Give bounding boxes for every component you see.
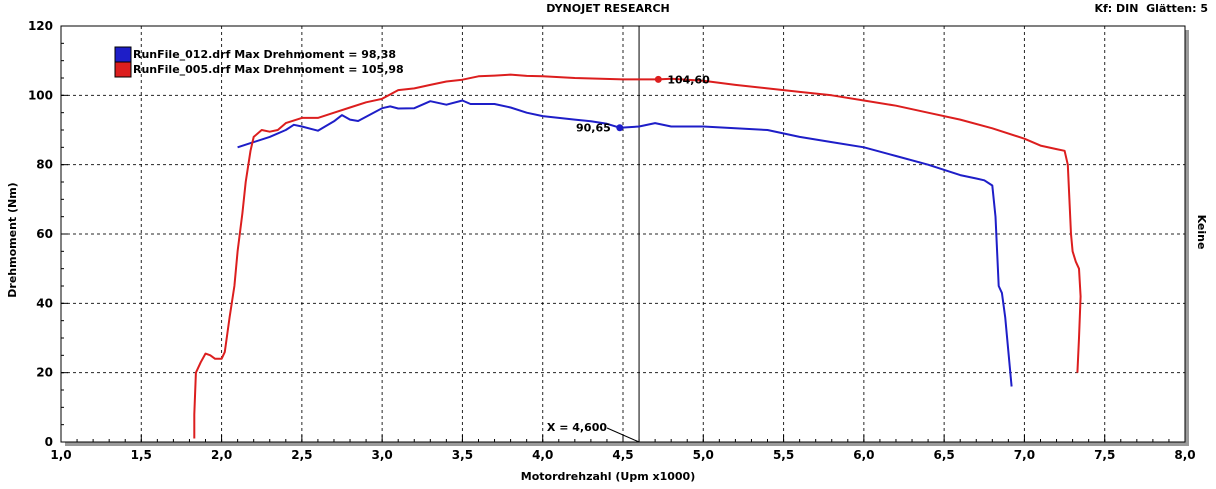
axis-ticks [60,25,1186,443]
x-tick-label: 2,0 [211,448,232,462]
x-tick-label: 4,5 [612,448,633,462]
right-axis-label: Keine [1195,215,1208,250]
x-tick-label: 1,5 [131,448,152,462]
legend: RunFile_012.drf Max Drehmoment = 98,38 R… [114,46,404,78]
x-tick-label: 6,5 [934,448,955,462]
y-tick-label: 20 [36,366,53,380]
x-tick-label: 4,0 [532,448,553,462]
legend-entry-red: RunFile_005.drf Max Drehmoment = 105,98 [133,63,404,76]
x-tick-label: 2,5 [291,448,312,462]
chart-title: DYNOJET RESEARCH [546,2,669,15]
x-tick-label: 7,5 [1094,448,1115,462]
y-axis-label: Drehmoment (Nm) [6,182,19,297]
x-tick-label: 8,0 [1174,448,1195,462]
x-tick-label: 3,5 [452,448,473,462]
y-tick-label: 80 [36,158,53,172]
series-lines [193,73,1082,439]
cursor-label-leader [606,427,640,443]
x-tick-label: 5,5 [773,448,794,462]
x-axis-label: Motordrehzahl (Upm x1000) [521,470,695,483]
x-tick-label: 7,0 [1014,448,1035,462]
series-marker-label: 104,60 [667,73,710,86]
y-tick-label: 120 [28,19,53,33]
series-marker-red[interactable] [654,75,662,83]
y-tick-label: 40 [36,296,53,310]
legend-swatch-blue[interactable] [114,46,132,63]
series-marker-label: 90,65 [576,122,611,135]
x-tick-label: 1,0 [50,448,71,462]
series-line-blue[interactable] [237,99,1013,387]
series-marker-blue[interactable] [616,124,624,132]
series-markers: 90,65 104,60 [576,73,710,134]
legend-swatch-red[interactable] [114,61,132,78]
legend-entry-blue: RunFile_012.drf Max Drehmoment = 98,38 [133,48,396,61]
y-tick-label: 60 [36,227,53,241]
x-tick-label: 6,0 [853,448,874,462]
cursor-label: X = 4,600 [547,421,607,434]
x-tick-label: 5,0 [693,448,714,462]
series-line-red[interactable] [193,73,1082,439]
correction-info: Kf: DIN Glätten: 5 [1094,2,1208,15]
x-tick-labels: 1,0 1,5 2,0 2,5 3,0 3,5 4,0 4,5 5,0 5,5 6,0 6,5 7,0 7… [50,448,1195,462]
y-tick-labels: 0 20 40 60 80 100 120 [28,19,53,449]
y-tick-label: 100 [28,88,53,102]
y-tick-label: 0 [45,435,53,449]
x-tick-label: 3,0 [372,448,393,462]
